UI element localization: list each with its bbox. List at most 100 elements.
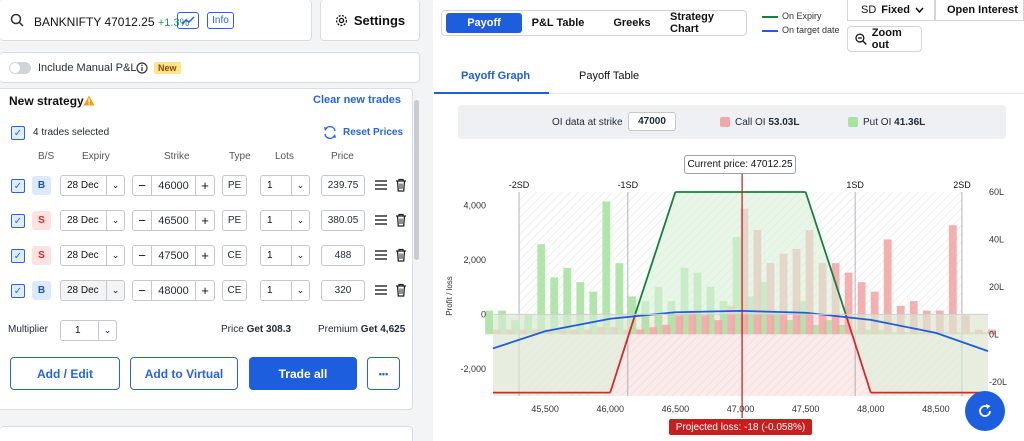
chart-icon[interactable] xyxy=(177,12,199,29)
call-oi-bar xyxy=(662,324,671,335)
expiry-select[interactable]: 28 Dec ⌄ xyxy=(60,175,125,196)
expiry-select[interactable]: 28 Dec ⌄ xyxy=(60,210,125,231)
symbol-card[interactable]: BANKNIFTY 47012.25 +1.3% Info xyxy=(0,0,312,41)
manual-pl-toggle[interactable] xyxy=(9,62,31,74)
expiry-select[interactable]: 28 Dec ⌄ xyxy=(60,245,125,266)
plus-button[interactable]: + xyxy=(201,178,209,193)
plus-button[interactable]: + xyxy=(201,248,209,263)
trade-checkbox[interactable]: ✓ xyxy=(11,284,25,298)
premium-summary: Premium Get 4,625 xyxy=(318,324,405,335)
tab-greeks[interactable]: Greeks xyxy=(613,17,651,29)
drag-handle-icon[interactable] xyxy=(375,215,387,225)
payoff-chart[interactable]: -2SD -1SD 1SD 2SD 4,000 2,000 0 -2,000 60L 40L 20L… xyxy=(434,150,1024,441)
clear-trades-link[interactable]: Clear new trades xyxy=(313,94,402,106)
add-to-virtual-button[interactable]: Add to Virtual xyxy=(130,357,238,390)
refresh-icon xyxy=(979,404,991,417)
trade-checkbox[interactable]: ✓ xyxy=(11,179,25,193)
side-badge[interactable]: B xyxy=(32,281,51,300)
trade-all-button[interactable]: Trade all xyxy=(249,357,357,390)
x-tick-label: 45,500 xyxy=(531,404,559,414)
tab-pl-table[interactable]: P&L Table xyxy=(531,17,585,29)
x-tick-label: 46,000 xyxy=(596,404,624,414)
settings-button[interactable]: Settings xyxy=(320,0,420,41)
info-icon[interactable] xyxy=(136,62,148,74)
next-card xyxy=(0,426,413,441)
put-oi-bar xyxy=(615,263,624,335)
drag-handle-icon[interactable] xyxy=(375,285,387,295)
trade-checkbox[interactable]: ✓ xyxy=(11,214,25,228)
lots-select[interactable]: 1 ⌄ xyxy=(260,280,310,301)
multiplier-select[interactable]: 1 ⌄ xyxy=(60,320,117,341)
tab-strategy-chart[interactable]: Strategy Chart xyxy=(670,11,715,35)
subtab-underline xyxy=(434,92,549,94)
chevron-down-icon: ⌄ xyxy=(106,281,124,300)
sd-value: Fixed xyxy=(881,3,911,16)
minus-button[interactable]: − xyxy=(138,248,146,263)
refresh-fab-button[interactable] xyxy=(965,391,1005,431)
minus-button[interactable]: − xyxy=(138,213,146,228)
expiry-line xyxy=(844,314,872,393)
trade-checkbox[interactable]: ✓ xyxy=(11,249,25,263)
scrollbar[interactable] xyxy=(414,100,419,260)
minus-button[interactable]: − xyxy=(138,283,146,298)
drag-handle-icon[interactable] xyxy=(375,250,387,260)
side-badge[interactable]: B xyxy=(32,176,51,195)
plus-button[interactable]: + xyxy=(201,213,209,228)
trash-icon[interactable] xyxy=(395,248,407,262)
call-oi-swatch xyxy=(720,117,730,128)
drag-handle-icon[interactable] xyxy=(375,180,387,190)
refresh-icon[interactable] xyxy=(323,126,337,139)
lots-select[interactable]: 1 ⌄ xyxy=(260,175,310,196)
lots-select[interactable]: 1 ⌄ xyxy=(260,210,310,231)
strike-stepper[interactable]: −47500 + xyxy=(132,245,215,266)
oi-strike-input[interactable]: 47000 xyxy=(628,112,676,131)
sd-label: 1SD xyxy=(846,180,864,190)
strike-stepper[interactable]: −46000 + xyxy=(132,175,215,196)
symbol-name-wrap: BANKNIFTY 47012.25 +1.3% xyxy=(34,15,189,29)
symbol-name: BANKNIFTY 47012.25 xyxy=(34,15,155,29)
expiry-value: 28 Dec xyxy=(67,285,99,296)
put-oi-value: 41.36L xyxy=(894,117,926,128)
more-button[interactable]: ••• xyxy=(367,357,400,390)
sd-select[interactable]: SD Fixed xyxy=(847,0,935,21)
price-input[interactable]: 488 xyxy=(321,245,365,266)
subtab-payoff-table[interactable]: Payoff Table xyxy=(579,70,640,82)
trash-icon[interactable] xyxy=(395,213,407,227)
side-badge[interactable]: S xyxy=(32,211,51,230)
profit-area xyxy=(493,192,988,393)
lots-value: 1 xyxy=(267,250,273,261)
put-oi-bar xyxy=(823,320,832,335)
price-input[interactable]: 380.05 xyxy=(321,210,365,231)
minus-button[interactable]: − xyxy=(138,178,146,193)
lots-value: 1 xyxy=(267,180,273,191)
strike-stepper[interactable]: −48000 + xyxy=(132,280,215,301)
type-box[interactable]: PE xyxy=(222,175,247,196)
subtab-payoff-graph[interactable]: Payoff Graph xyxy=(461,70,531,82)
put-oi-bar xyxy=(836,324,845,335)
price-input[interactable]: 239.75 xyxy=(321,175,365,196)
call-oi-bar xyxy=(636,329,645,335)
put-oi-bar xyxy=(537,244,546,335)
trash-icon[interactable] xyxy=(395,283,407,297)
type-box[interactable]: CE xyxy=(222,245,247,266)
oi-select[interactable]: Open Interest xyxy=(935,0,1024,21)
multiplier-value: 1 xyxy=(75,325,81,336)
expiry-select[interactable]: 28 Dec ⌄ xyxy=(60,280,125,301)
strike-stepper[interactable]: −46500 + xyxy=(132,210,215,231)
info-button[interactable]: Info xyxy=(207,12,234,29)
zoom-out-icon xyxy=(855,33,867,45)
side-badge[interactable]: S xyxy=(32,246,51,265)
legend-target: On target date xyxy=(762,25,840,35)
trash-icon[interactable] xyxy=(395,178,407,192)
tab-payoff[interactable]: Payoff xyxy=(446,13,522,33)
reset-prices-link[interactable]: Reset Prices xyxy=(343,127,404,138)
expiry-line xyxy=(804,191,847,315)
type-box[interactable]: PE xyxy=(222,210,247,231)
price-input[interactable]: 320 xyxy=(321,280,365,301)
zoom-out-button[interactable]: Zoom out xyxy=(847,26,922,52)
plus-button[interactable]: + xyxy=(201,283,209,298)
lots-select[interactable]: 1 ⌄ xyxy=(260,245,310,266)
type-box[interactable]: CE xyxy=(222,280,247,301)
add-edit-button[interactable]: Add / Edit xyxy=(10,357,120,390)
select-all-checkbox[interactable]: ✓ xyxy=(11,126,25,140)
